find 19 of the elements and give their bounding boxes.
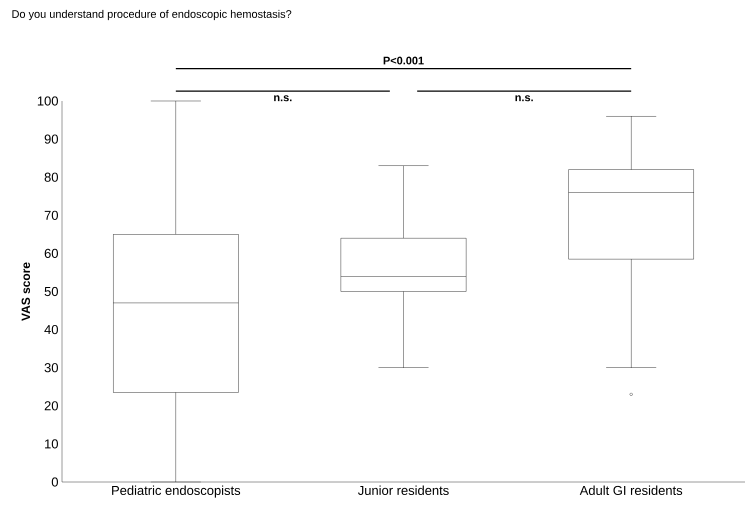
y-tick-label: 0 [52,477,58,487]
y-tick-label: 90 [44,134,58,144]
y-tick-label: 40 [44,325,58,334]
y-tick-label: 70 [44,210,58,220]
x-tick-label: Pediatric endoscopists [112,486,240,498]
y-tick-label: 80 [44,172,58,182]
y-tick-label: 60 [44,248,58,258]
y-tick-label: 30 [44,363,58,372]
y-axis-title: VAS score [22,262,30,321]
chart-title: Do you understand procedure of endoscopic hemostasis? [12,10,292,20]
y-tick-label: 50 [44,286,58,296]
y-tick-label: 10 [45,439,58,448]
x-tick-label: Adult GI residents [580,486,682,496]
y-tick-label: 20 [44,401,58,410]
x-tick-label: Junior residents [358,486,449,496]
y-tick-label: 100 [38,96,58,106]
text: P<0.001 [384,56,424,64]
annotation: n.s. [515,95,533,102]
annotation: n.s. [274,95,292,102]
